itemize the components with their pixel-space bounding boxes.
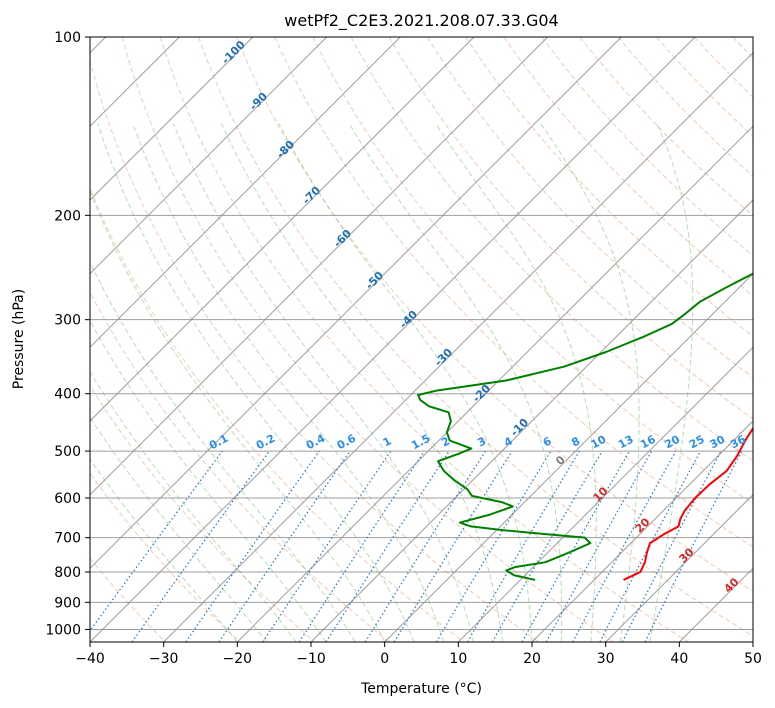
x-tick-label: 20	[523, 651, 541, 667]
y-tick-label: 600	[54, 491, 81, 507]
mixing-ratio-line	[521, 450, 631, 642]
dry-adiabat-line	[312, 37, 753, 505]
y-tick-label: 200	[54, 208, 81, 224]
x-tick-label: 40	[670, 651, 688, 667]
isotherm-line	[90, 37, 549, 496]
dry-adiabat-line	[198, 37, 753, 637]
x-tick-label: −10	[296, 651, 326, 667]
isotherm-line	[90, 37, 328, 275]
chart-title: wetPf2_C2E3.2021.208.07.33.G04	[284, 11, 558, 31]
y-tick-label: 700	[54, 531, 81, 547]
isotherm-line	[90, 37, 475, 422]
y-tick-label: 500	[54, 444, 81, 460]
mixing-ratio-line	[325, 450, 450, 642]
y-tick-label: 1000	[45, 622, 81, 638]
y-tick-label: 800	[54, 565, 81, 581]
dry-adiabat-line	[121, 37, 614, 642]
mixing-ratio-line	[90, 450, 223, 632]
x-axis-ticks: −40 −30 −20 −10 0 10 20 30 40 50	[75, 642, 762, 667]
dry-adiabat-line	[541, 37, 753, 257]
mixing-ratio-line	[262, 450, 392, 642]
isotherms	[90, 37, 753, 642]
dry-adiabat-line	[90, 472, 241, 642]
dry-adiabat-line	[274, 37, 753, 548]
dry-adiabat-line	[90, 59, 540, 642]
y-tick-label: 100	[54, 30, 81, 46]
isotherm-line	[236, 125, 753, 642]
x-tick-label: 30	[597, 651, 615, 667]
mixing-ratio-label: 10	[589, 433, 609, 452]
x-tick-label: 0	[380, 651, 389, 667]
y-axis-title: Pressure (hPa)	[11, 289, 27, 389]
x-axis-title: Temperature (°C)	[360, 681, 482, 697]
dry-adiabats	[90, 37, 753, 642]
mixing-ratio-label: 36	[728, 433, 748, 452]
isotherm-line	[310, 199, 753, 642]
isotherm-line	[457, 346, 753, 642]
dry-adiabat-line	[90, 291, 390, 642]
isotherm-line	[163, 51, 753, 642]
x-tick-label: −30	[149, 651, 179, 667]
mixing-ratio-line	[644, 450, 743, 642]
moist-adiabat-line	[90, 189, 386, 642]
y-axis-ticks: 100 200 300 400 500 600 700 800 900 1000	[45, 30, 90, 638]
isotherm-line	[90, 37, 696, 642]
dry-adiabat-line	[236, 37, 753, 592]
mixing-ratio-label: 25	[687, 433, 707, 452]
isotherm-line	[90, 37, 622, 570]
mixing-ratio-labels: 0.1 0.2 0.4 0.6 1 1.5 2 3 4 6 8 10 13 16 20 25 30 36	[207, 432, 748, 453]
mixing-ratio-line	[185, 450, 320, 642]
mixing-ratio-label: 30	[708, 433, 728, 452]
isotherm-line	[531, 420, 753, 642]
dry-adiabat-line	[90, 186, 465, 642]
dry-adiabat-line	[426, 37, 753, 378]
x-tick-label: 50	[744, 651, 762, 667]
dry-adiabat-line	[90, 384, 316, 642]
mixing-ratio-line	[572, 450, 677, 642]
isotherm-line	[90, 37, 254, 201]
x-tick-label: 10	[449, 651, 467, 667]
y-tick-label: 400	[54, 387, 81, 403]
mixing-ratio-lines	[90, 450, 743, 642]
temperature-profile-line	[623, 426, 753, 581]
mixing-ratio-line	[218, 450, 351, 642]
y-tick-label: 900	[54, 595, 81, 611]
x-tick-label: −40	[75, 651, 105, 667]
y-tick-label: 300	[54, 313, 81, 329]
dry-adiabat-line	[388, 37, 753, 420]
profiles	[417, 272, 753, 581]
isotherm-line	[384, 272, 753, 642]
dewpoint-profile-line	[417, 272, 753, 581]
dry-adiabat-line	[617, 37, 753, 177]
dry-adiabat-line	[159, 37, 689, 642]
dry-adiabat-line	[503, 37, 753, 297]
isotherm-line	[90, 37, 401, 349]
plot-area: -100-90-80-70-60-50-40-30-20-10010203040…	[90, 37, 753, 642]
mixing-ratio-line	[545, 450, 653, 642]
mixing-ratio-label: 16	[638, 433, 658, 452]
mixing-ratio-label: 20	[662, 433, 682, 452]
mixing-ratio-line	[393, 450, 513, 642]
mixing-ratio-label: 13	[616, 433, 636, 452]
mixing-ratio-line	[131, 450, 270, 642]
mixing-ratio-line	[298, 450, 425, 642]
plot-frame	[89, 36, 754, 643]
x-tick-label: −20	[223, 651, 253, 667]
isotherm-line	[605, 493, 753, 642]
